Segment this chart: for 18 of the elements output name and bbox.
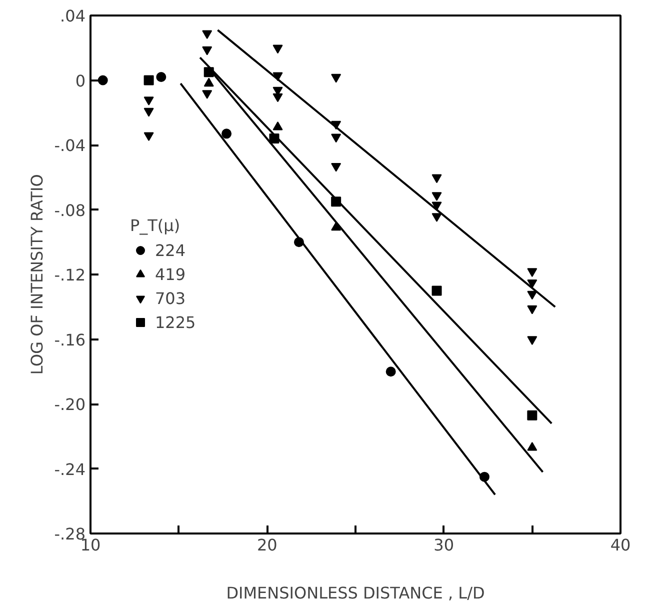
y-tick-label: -.04 [54, 136, 86, 155]
y-tick-label: -.20 [54, 395, 86, 414]
x-tick-label: 30 [434, 536, 454, 554]
legend-label: 703 [155, 288, 186, 308]
y-axis-title: LOG OF INTENSITY RATIO [27, 174, 46, 375]
x-axis-title: DIMENSIONLESS DISTANCE , L/D [226, 584, 485, 602]
legend-label: 419 [155, 264, 186, 284]
legend-label: 224 [155, 240, 186, 260]
y-tick-label: -.08 [54, 200, 86, 220]
x-tick-label: 40 [610, 536, 631, 554]
y-tick-label: .04 [60, 6, 86, 26]
y-tick-label: -.24 [54, 460, 86, 479]
y-tick-label: -.16 [54, 330, 86, 350]
y-tick-label: 0 [75, 71, 86, 90]
legend-label: 1225 [155, 312, 196, 332]
x-tick-label: 20 [256, 536, 278, 554]
legend-title: P_T(μ) [130, 216, 182, 235]
y-tick-label: -.12 [54, 266, 86, 284]
